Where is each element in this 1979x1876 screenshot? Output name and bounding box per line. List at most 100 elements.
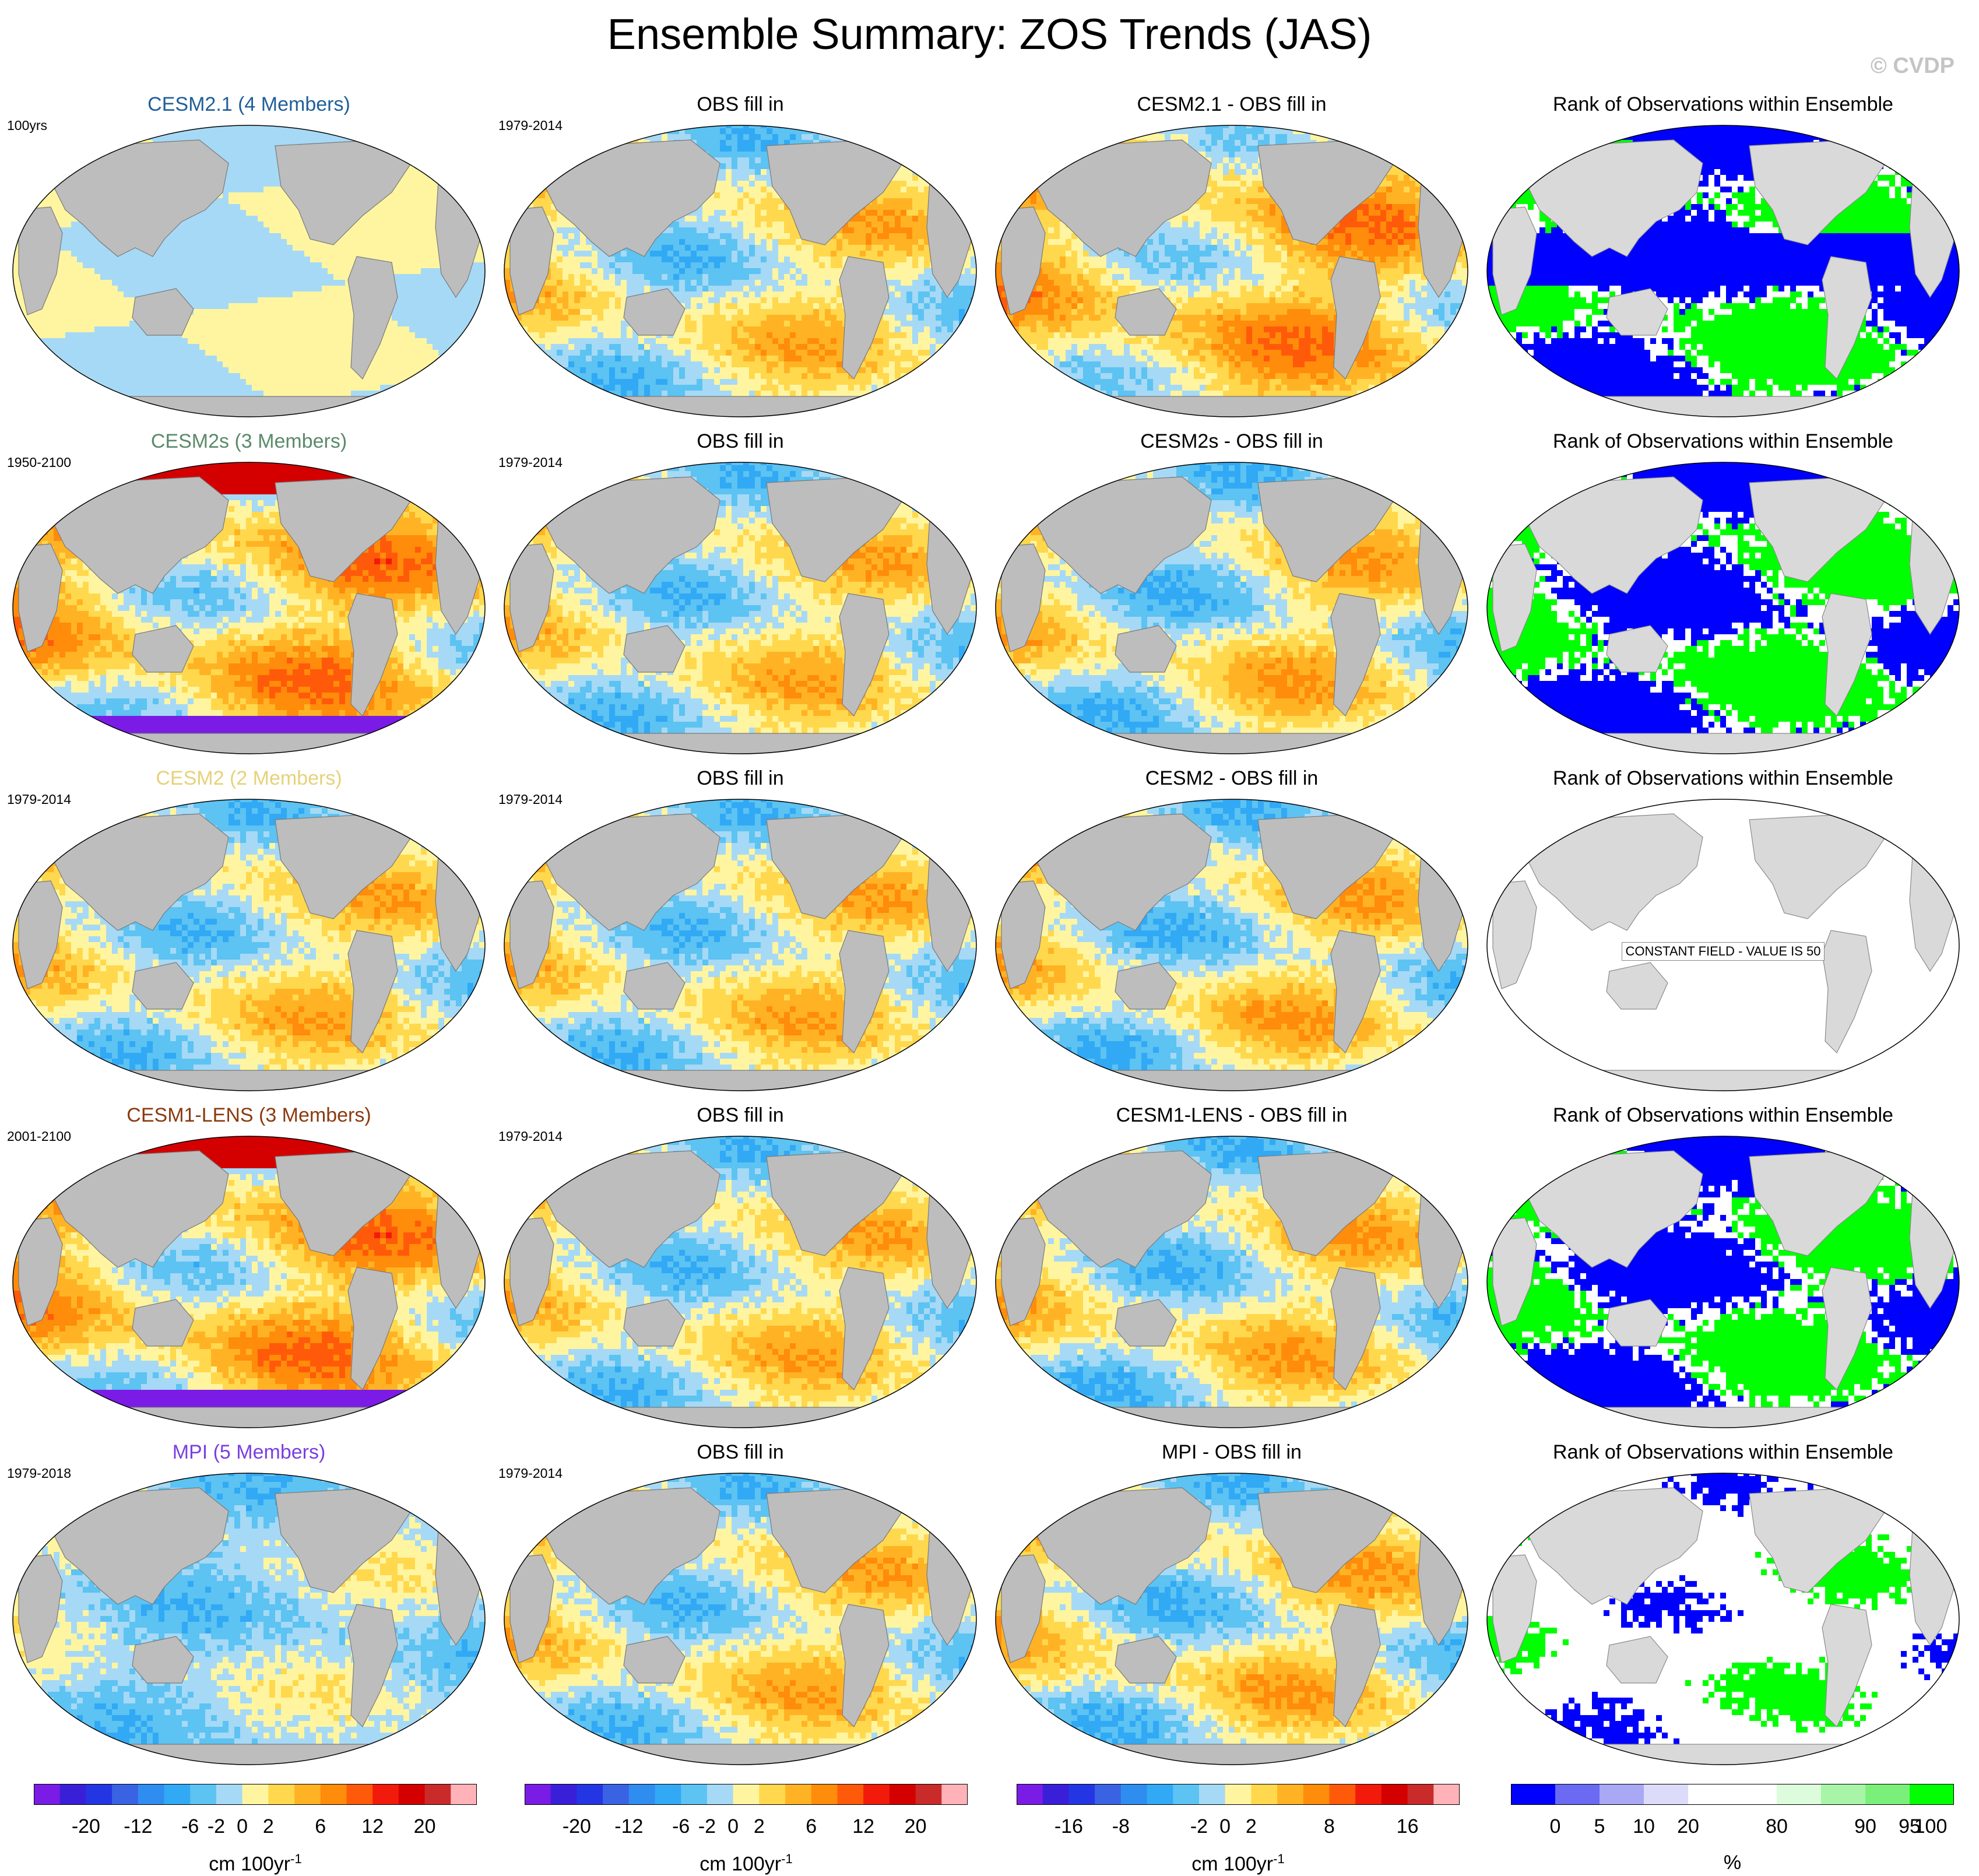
colorbar-swatch bbox=[1910, 1784, 1954, 1805]
panel-obs-row-5: OBS fill in 1979-2014 bbox=[498, 1441, 982, 1768]
panel-title: Rank of Observations within Ensemble bbox=[1481, 430, 1965, 453]
map-field bbox=[7, 1470, 491, 1768]
colorbar-tick-label: 100 bbox=[1914, 1815, 1948, 1838]
panel-diff-row-1: CESM2.1 - OBS fill in bbox=[990, 93, 1474, 420]
colorbar-tick-label: 20 bbox=[1677, 1815, 1699, 1838]
map-diff bbox=[990, 122, 1474, 420]
land-mass bbox=[1392, 811, 1439, 846]
map-field bbox=[990, 459, 1474, 757]
colorbar-tick-label: 0 bbox=[1550, 1815, 1561, 1838]
panel-title: MPI - OBS fill in bbox=[990, 1441, 1474, 1464]
colorbar-swatch bbox=[837, 1784, 863, 1805]
map-obs bbox=[498, 1133, 982, 1431]
land-mass bbox=[568, 733, 906, 754]
panel-title: CESM2 - OBS fill in bbox=[990, 767, 1474, 790]
colorbar-swatch bbox=[451, 1784, 477, 1805]
colorbar-swatch bbox=[1555, 1784, 1600, 1805]
copyright-label: © CVDP bbox=[1871, 54, 1955, 79]
colorbar-swatch bbox=[372, 1784, 399, 1805]
land-mass bbox=[1060, 1070, 1398, 1091]
colorbar-swatch bbox=[863, 1784, 890, 1805]
colorbar-swatch bbox=[1147, 1784, 1173, 1805]
colorbar-swatch bbox=[681, 1784, 707, 1805]
map-diff bbox=[990, 1470, 1474, 1768]
panel-rank-row-2: Rank of Observations within Ensemble bbox=[1481, 430, 1965, 757]
colorbar-tick-label: -2 bbox=[1190, 1815, 1208, 1838]
panel-obs-row-2: OBS fill in 1979-2014 bbox=[498, 430, 982, 757]
map-field bbox=[7, 122, 491, 420]
colorbar-swatch bbox=[425, 1784, 451, 1805]
panel-model-row-5: MPI (5 Members) 1979-2018 bbox=[7, 1441, 491, 1768]
panel-title: OBS fill in bbox=[498, 1104, 982, 1127]
panel-rank-row-5: Rank of Observations within Ensemble bbox=[1481, 1441, 1965, 1768]
land-mass bbox=[568, 1744, 906, 1765]
panel-title: Rank of Observations within Ensemble bbox=[1481, 93, 1965, 116]
colorbar-tick-label: -6 bbox=[181, 1815, 199, 1838]
land-mass bbox=[77, 1744, 415, 1765]
colorbar-swatch bbox=[941, 1784, 968, 1805]
land-mass bbox=[1551, 1407, 1889, 1428]
colorbar-swatch bbox=[294, 1784, 321, 1805]
land-mass bbox=[1551, 396, 1889, 417]
colorbar-4: 0 5 10 20 80 90 95 100% bbox=[1511, 1784, 1954, 1871]
land-mass bbox=[1060, 396, 1398, 417]
panel-title: CESM2s - OBS fill in bbox=[990, 430, 1474, 453]
colorbar-tick-label: -20 bbox=[563, 1815, 591, 1838]
colorbar-units: cm 100yr-1 bbox=[1017, 1852, 1460, 1875]
colorbar-swatch bbox=[1329, 1784, 1355, 1805]
map-field bbox=[1481, 122, 1965, 420]
map-field bbox=[498, 796, 982, 1094]
colorbar-units-exponent: -1 bbox=[781, 1852, 793, 1866]
colorbar-swatch bbox=[1511, 1784, 1556, 1805]
panel-title: CESM2.1 (4 Members) bbox=[7, 93, 491, 116]
land-mass bbox=[1060, 1744, 1398, 1765]
map-model bbox=[7, 1470, 491, 1768]
land-mass bbox=[901, 137, 947, 172]
colorbar-tick-label: 5 bbox=[1594, 1815, 1605, 1838]
panel-model-row-1: CESM2.1 (4 Members) 100yrs bbox=[7, 93, 491, 420]
colorbar-tick-label: 2 bbox=[1246, 1815, 1257, 1838]
panel-diff-row-5: MPI - OBS fill in bbox=[990, 1441, 1474, 1768]
land-mass bbox=[1883, 137, 1930, 172]
land-mass bbox=[409, 474, 456, 509]
land-mass bbox=[1883, 811, 1930, 846]
colorbar-swatch bbox=[655, 1784, 681, 1805]
land-mass bbox=[409, 1485, 456, 1520]
colorbar-units-text: cm 100yr bbox=[209, 1853, 290, 1875]
colorbar-swatch bbox=[890, 1784, 916, 1805]
colorbar-tick-label: 2 bbox=[754, 1815, 765, 1838]
panel-title: OBS fill in bbox=[498, 767, 982, 790]
colorbar-units-text: % bbox=[1724, 1852, 1741, 1874]
colorbar-swatch bbox=[216, 1784, 242, 1805]
map-diff bbox=[990, 459, 1474, 757]
colorbar-tick-label: 8 bbox=[1324, 1815, 1335, 1838]
colorbar-swatch bbox=[525, 1784, 551, 1805]
map-field bbox=[1481, 1470, 1965, 1768]
panel-diff-row-4: CESM1-LENS - OBS fill in bbox=[990, 1104, 1474, 1431]
land-mass bbox=[409, 1148, 456, 1183]
land-mass bbox=[409, 811, 456, 846]
map-field bbox=[498, 1133, 982, 1431]
map-obs bbox=[498, 796, 982, 1094]
land-mass bbox=[568, 1407, 906, 1428]
colorbar-swatch bbox=[1355, 1784, 1382, 1805]
land-mass bbox=[77, 1070, 415, 1091]
land-mass bbox=[1060, 733, 1398, 754]
panel-rank-row-3: Rank of Observations within Ensemble CONS… bbox=[1481, 767, 1965, 1094]
land-mass bbox=[1060, 1407, 1398, 1428]
colorbar-swatch bbox=[551, 1784, 577, 1805]
colorbar-units: cm 100yr-1 bbox=[525, 1852, 968, 1875]
panel-title: Rank of Observations within Ensemble bbox=[1481, 1104, 1965, 1127]
panel-title: OBS fill in bbox=[498, 430, 982, 453]
land-mass bbox=[901, 474, 947, 509]
panel-title: CESM2s (3 Members) bbox=[7, 430, 491, 453]
colorbar-swatch bbox=[603, 1784, 629, 1805]
colorbar-swatch bbox=[1043, 1784, 1069, 1805]
panel-title: CESM1-LENS (3 Members) bbox=[7, 1104, 491, 1127]
colorbar-tick-label: 16 bbox=[1397, 1815, 1419, 1838]
colorbar-swatch bbox=[577, 1784, 603, 1805]
colorbar-swatch bbox=[268, 1784, 294, 1805]
land-mass bbox=[901, 1148, 947, 1183]
colorbar-swatch bbox=[1433, 1784, 1460, 1805]
colorbar-tick-label: 20 bbox=[905, 1815, 927, 1838]
